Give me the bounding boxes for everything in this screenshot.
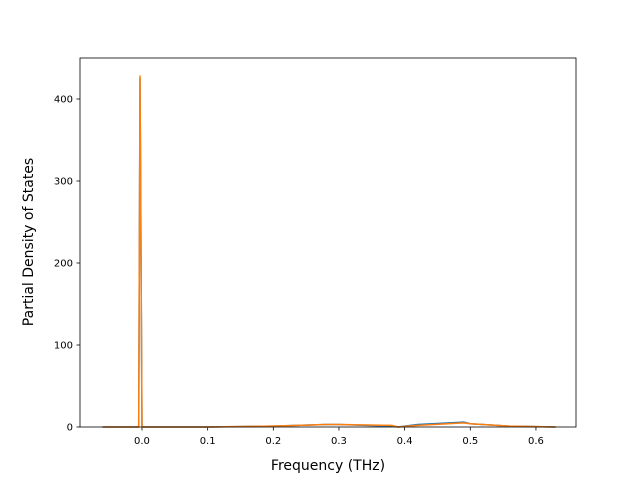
y-tick-label: 200 xyxy=(54,259,73,270)
y-axis-label: Partial Density of States xyxy=(21,158,37,326)
x-tick-label: 0.4 xyxy=(397,436,413,447)
y-tick-label: 100 xyxy=(54,341,73,352)
x-tick-label: 0.5 xyxy=(462,436,478,447)
x-tick-label: 0.1 xyxy=(200,436,216,447)
series-line xyxy=(102,77,556,428)
plot-frame xyxy=(79,57,577,428)
x-axis-label: Frequency (THz) xyxy=(271,458,385,474)
series-line xyxy=(102,75,556,428)
x-tick-label: 0.3 xyxy=(331,436,347,447)
y-tick-label: 400 xyxy=(54,95,73,106)
x-tick-label: 0.6 xyxy=(528,436,544,447)
y-tick-label: 300 xyxy=(54,177,73,188)
x-tick-label: 0.2 xyxy=(265,436,281,447)
x-tick-label: 0.0 xyxy=(134,436,150,447)
y-tick-label: 0 xyxy=(67,423,73,434)
